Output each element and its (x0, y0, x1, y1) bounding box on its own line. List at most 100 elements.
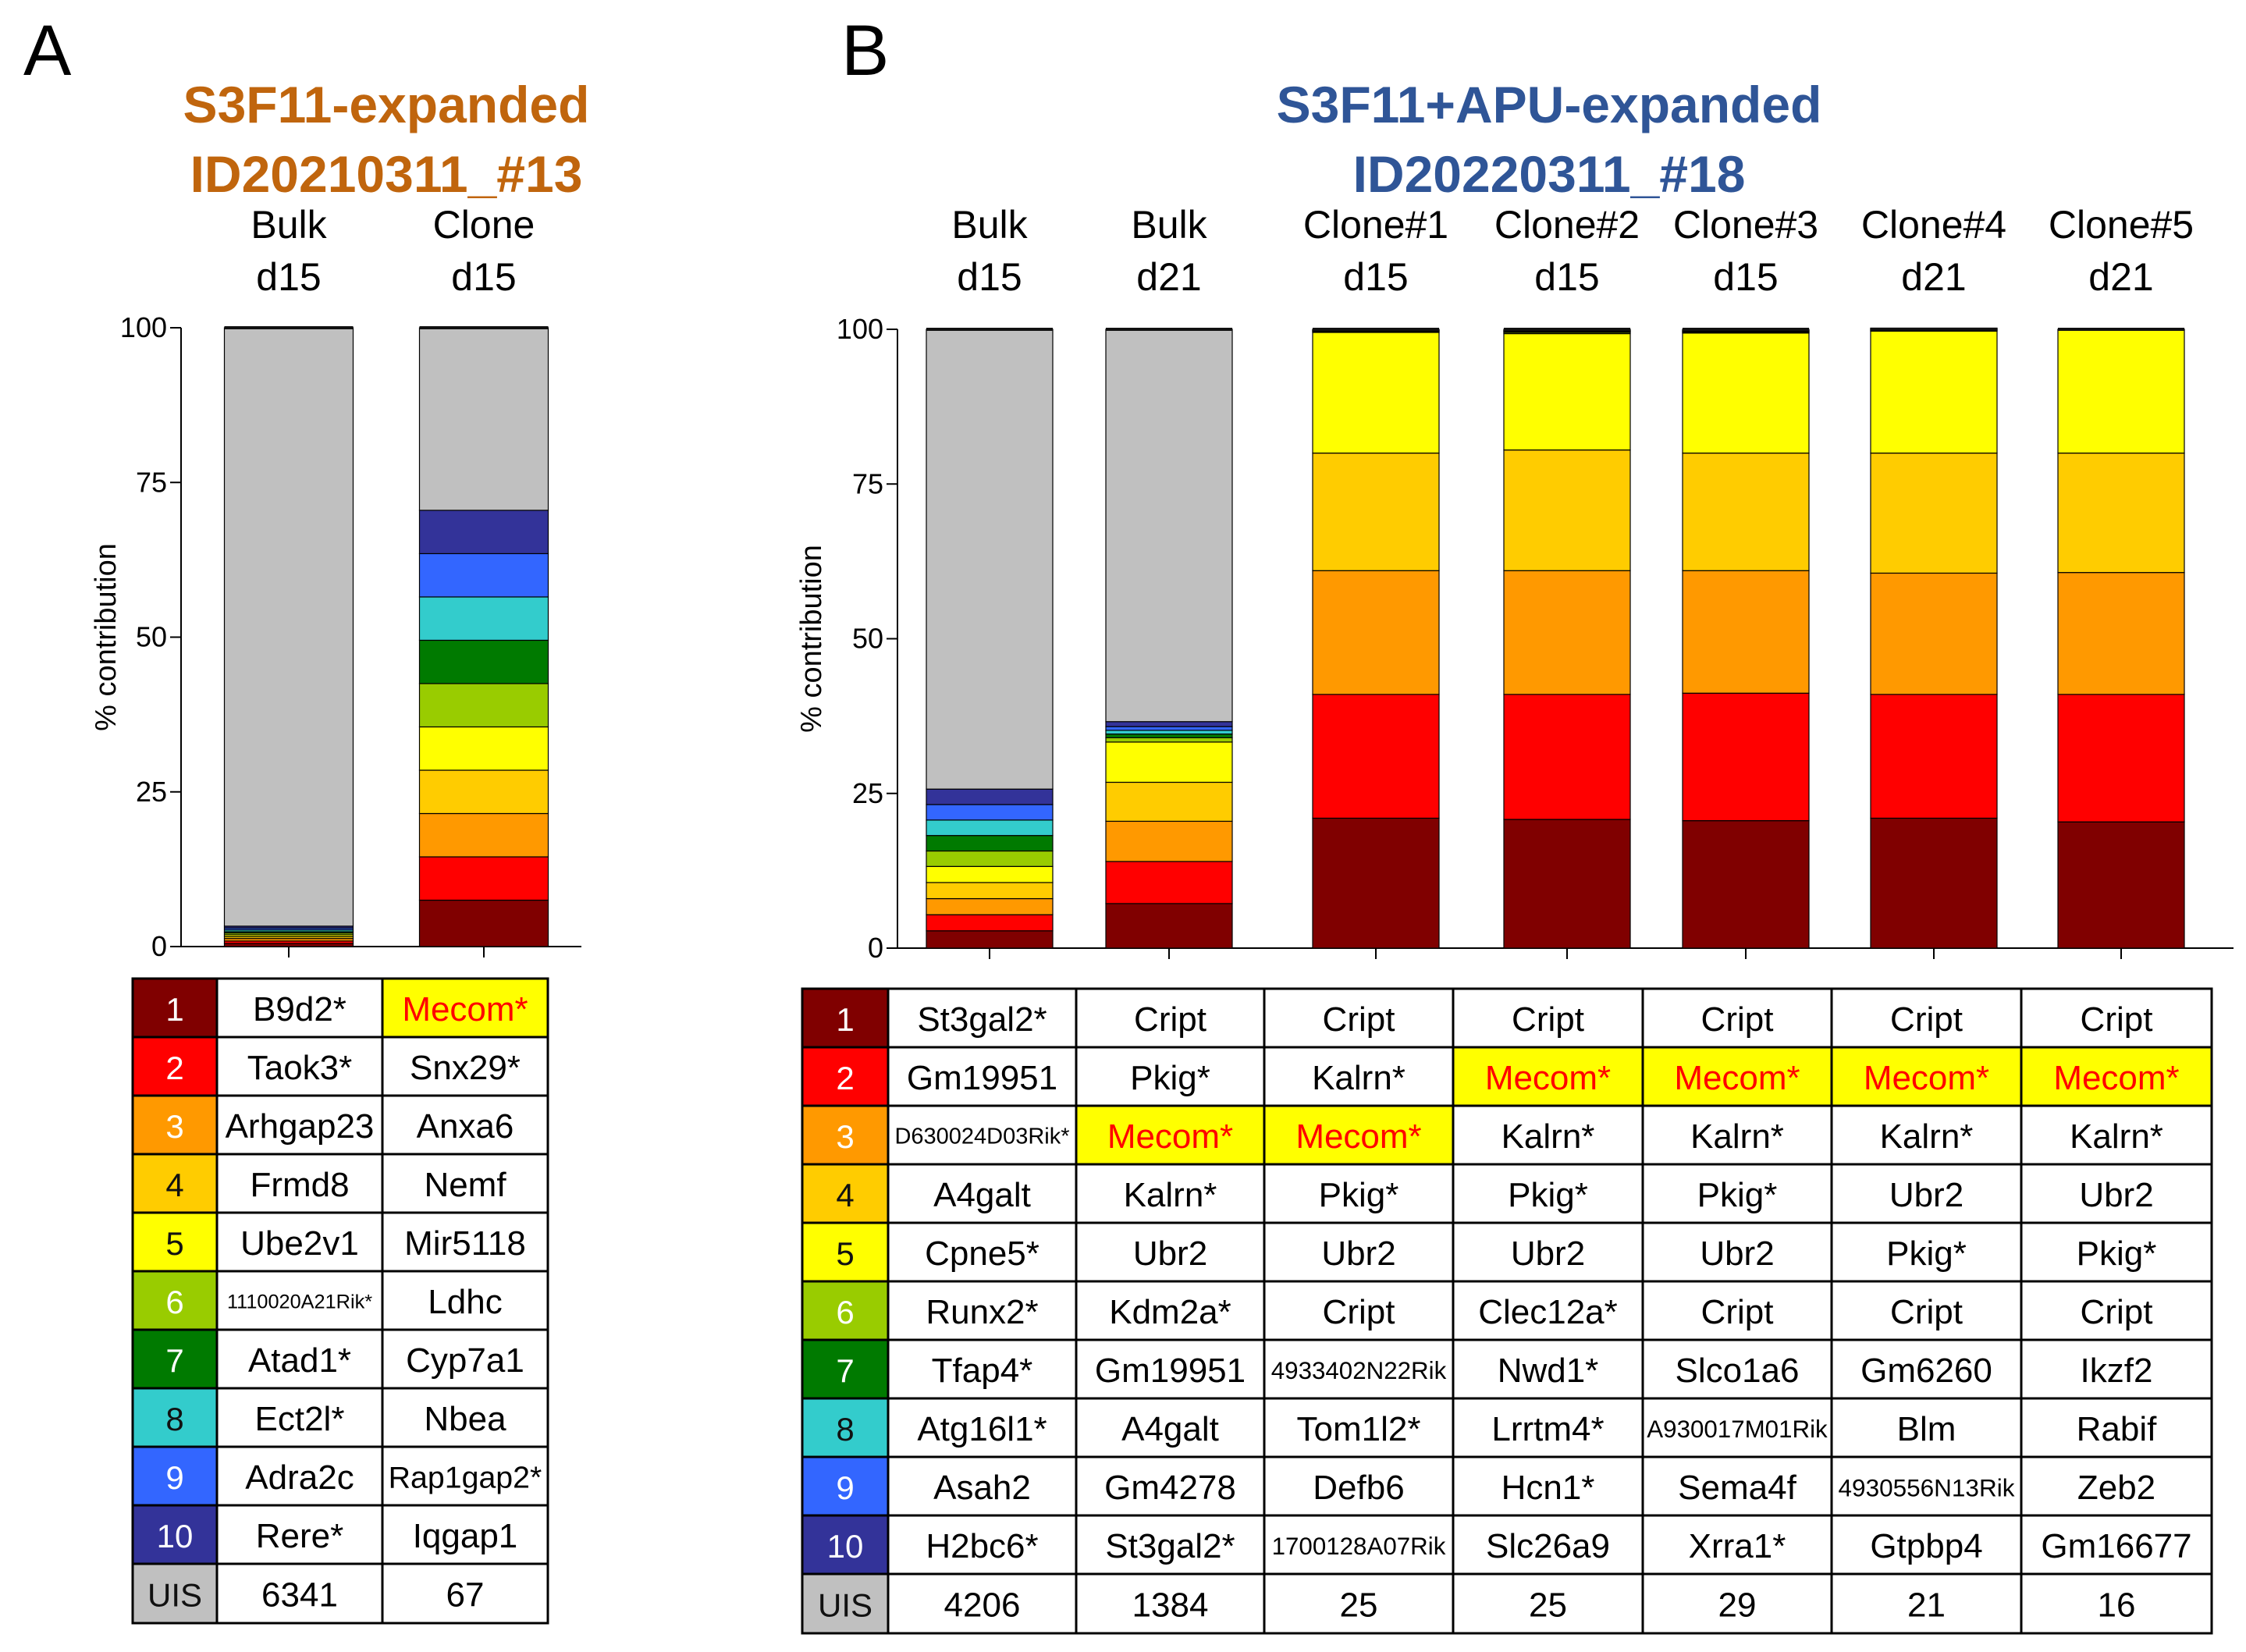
bar-cap (926, 328, 1053, 331)
table-cell (1452, 1104, 1644, 1166)
gene-name: Ubr2 (1321, 1235, 1395, 1273)
bar-segment-rank-1 (926, 930, 1054, 949)
gene-name: Gm16677 (2041, 1527, 2191, 1565)
table-cell (1452, 1280, 1644, 1341)
category-label-line1: Bulk (251, 203, 327, 247)
gene-name: Rere* (256, 1517, 344, 1555)
gene-name: Cript (1701, 1293, 1774, 1331)
rank-color-cell (801, 987, 890, 1049)
category-label-line1: Bulk (951, 203, 1028, 247)
bar-segment-rank-7 (926, 835, 1054, 852)
gene-name: Pkig* (1886, 1235, 1967, 1273)
bar-segment-rank-3 (1682, 570, 1810, 694)
rank-number: 2 (836, 1060, 854, 1096)
bar-segment-rank-5 (926, 865, 1054, 883)
gene-name: Gm19951 (1095, 1352, 1246, 1390)
table-cell (1263, 1397, 1455, 1458)
rank-color-cell (801, 1221, 890, 1283)
bar-segment-remaining (1105, 329, 1233, 723)
rank-color-cell (801, 1280, 890, 1341)
table-cell (1263, 1338, 1455, 1400)
gene-name: Cript (1134, 1000, 1207, 1039)
table-cell (215, 1445, 384, 1507)
rank-number: 9 (165, 1459, 183, 1496)
gene-name: Tom1l2* (1297, 1410, 1421, 1448)
gene-name: Ubr2 (2079, 1176, 2153, 1214)
table-cell (1830, 1280, 2023, 1341)
bar-cap (1683, 328, 1809, 331)
gene-name: Ubr2 (1133, 1235, 1207, 1273)
table-cell (1075, 1572, 1266, 1635)
table-cell (1263, 1046, 1455, 1107)
bar-segment-rank-6 (926, 850, 1054, 867)
bar-segment-rank-6 (418, 683, 549, 728)
gene-name: Adra2c (245, 1458, 354, 1497)
category-label-line2: d21 (2088, 255, 2153, 299)
bar-segment-rank-4 (2057, 452, 2185, 574)
uis-value: 1384 (1132, 1586, 1209, 1625)
bar-segment-rank-3 (1503, 570, 1631, 695)
gene-name: Cript (2081, 1293, 2153, 1331)
gene-name: Cript (1323, 1000, 1395, 1039)
uis-value: 4206 (944, 1586, 1021, 1625)
table-cell (1452, 1455, 1644, 1517)
category-label-line2: d15 (1713, 255, 1778, 299)
bar-segment-rank-9 (926, 804, 1054, 821)
rank-number: 5 (836, 1235, 854, 1272)
gene-name: Cript (1701, 1000, 1774, 1039)
category-label-line1: Clone (433, 203, 535, 247)
table-cell (381, 977, 549, 1039)
uis-value: 16 (2098, 1586, 2136, 1625)
bar-cap (2058, 328, 2184, 331)
panel-b-title: S3F11+APU-expanded (1277, 76, 1822, 133)
table-cell (1830, 1338, 2023, 1400)
gene-name: Atad1* (248, 1341, 351, 1380)
bar-segment-rank-4 (1682, 452, 1810, 571)
table-cell (1075, 1514, 1266, 1576)
table-cell (381, 1153, 549, 1214)
bar-segment-rank-2 (418, 856, 549, 901)
gene-name: Kalrn* (1690, 1117, 1784, 1156)
gene-name: 1110020A21Rik* (227, 1291, 372, 1313)
gene-name: Arhgap23 (226, 1107, 375, 1146)
gene-name: Cript (1890, 1000, 1963, 1039)
table-cell (215, 1036, 384, 1097)
gene-name: Pkig* (2077, 1235, 2157, 1273)
table-cell (1641, 1221, 1833, 1283)
category-label-line2: d15 (1343, 255, 1408, 299)
gene-name: Kalrn* (2070, 1117, 2163, 1156)
rank-number: 2 (165, 1050, 183, 1086)
table-cell (1830, 1046, 2023, 1107)
panel-b: B S3F11+APU-expanded ID20220311_#18 0255… (795, 11, 2234, 1635)
y-tick-label: 0 (868, 932, 883, 964)
bar-cap (1871, 328, 1997, 331)
rank-color-cell (131, 1328, 219, 1390)
category-label-line1: Clone#2 (1494, 203, 1640, 247)
bar-segment-rank-9 (1105, 726, 1233, 731)
bar-segment-rank-4 (1105, 781, 1233, 822)
bar-segment-rank-3 (1105, 820, 1233, 862)
bar-segment-rank-4 (1870, 452, 1998, 574)
bar-segment-rank-1 (1312, 817, 1440, 949)
bar-segment-rank-6 (1105, 737, 1233, 743)
bar-segment-rank-5 (1503, 332, 1631, 451)
gene-name: A930017M01Rik (1647, 1416, 1828, 1443)
bar-segment-rank-5 (2057, 329, 2185, 454)
table-cell (215, 1211, 384, 1273)
gene-name-highlighted: Mecom* (2053, 1059, 2179, 1097)
category-label-line1: Clone#1 (1303, 203, 1448, 247)
bar-segment-rank-10 (418, 510, 549, 555)
gene-name: Pkig* (1697, 1176, 1778, 1214)
gene-name: Atg16l1* (917, 1410, 1047, 1448)
gene-name: Xrra1* (1689, 1527, 1786, 1565)
table-cell (1263, 987, 1455, 1049)
table-cell (1641, 1572, 1833, 1635)
panel-b-subtitle: ID20220311_#18 (1353, 145, 1746, 203)
gene-name: Gtpbp4 (1870, 1527, 1982, 1565)
bar-segment-rank-1 (2057, 821, 2185, 949)
gene-name-highlighted: Mecom* (1485, 1059, 1611, 1097)
gene-name: Sema4f (1678, 1469, 1796, 1507)
gene-name: Runx2* (926, 1293, 1038, 1331)
rank-number: 9 (836, 1469, 854, 1506)
table-cell (381, 1211, 549, 1273)
